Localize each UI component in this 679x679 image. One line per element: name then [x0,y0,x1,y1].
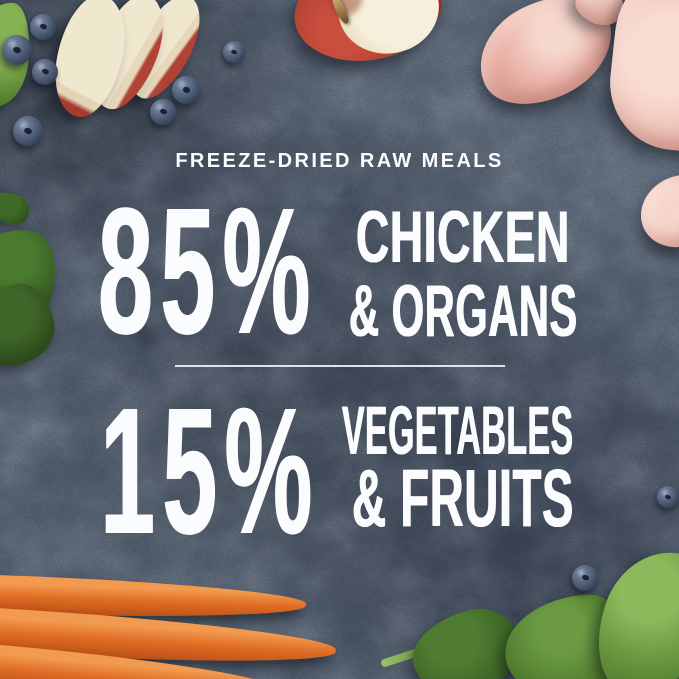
stat-85-label-line1: CHICKEN [356,197,570,278]
stat-85-label-line2: & ORGANS [349,271,578,352]
stat-15-label-line2: & FRUITS [352,453,575,544]
stat-15-value: 15% [100,371,320,572]
blueberry-icon [150,99,176,125]
divider-line [175,365,505,367]
blueberry-icon [2,35,32,65]
blueberry-icon [172,76,200,104]
blueberry-icon [30,14,56,40]
blueberry-icon [572,565,598,591]
blueberry-icon [13,116,43,146]
stat-85-value: 85% [98,171,318,372]
blueberry-icon [223,41,245,63]
tagline: FREEZE-DRIED RAW MEALS [175,150,504,172]
blueberry-icon [657,486,679,508]
blueberry-icon [32,59,58,85]
